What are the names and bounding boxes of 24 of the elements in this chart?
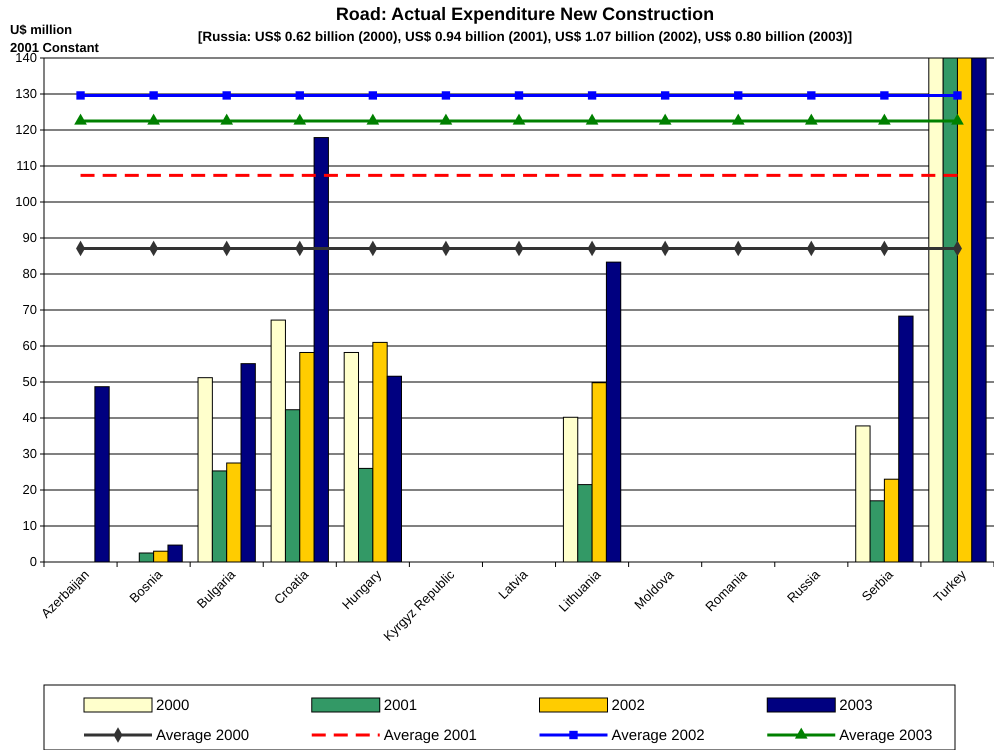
legend-label: Average 2001 <box>384 727 477 744</box>
y-tick-label: 0 <box>30 554 37 570</box>
y-tick-label: 110 <box>16 158 37 174</box>
y-tick-label: 40 <box>22 410 37 426</box>
y-tick-label: 120 <box>15 122 37 138</box>
legend-label: 2000 <box>156 697 190 714</box>
legend-label: 2003 <box>839 697 873 714</box>
legend-label: 2001 <box>384 697 418 714</box>
y-tick-label: 20 <box>22 482 37 498</box>
y-tick-label: 30 <box>22 446 37 462</box>
y-tick-label: 80 <box>22 266 37 282</box>
legend-label: Average 2003 <box>839 727 932 744</box>
y-tick-label: 100 <box>15 194 37 210</box>
chart-subtitle: [Russia: US$ 0.62 billion (2000), US$ 0.94 billion (2001), US$ 1.07 billion (2002), US$ 0.80 billion (2003)] <box>198 29 852 44</box>
legend-label: Average 2000 <box>156 727 250 744</box>
y-tick-label: 70 <box>22 302 37 318</box>
legend-label: 2002 <box>612 697 645 714</box>
y-tick-label: 10 <box>22 518 37 534</box>
y-tick-label: 60 <box>22 338 37 354</box>
legend-label: Average 2002 <box>612 727 705 744</box>
y-tick-label: 90 <box>22 230 37 246</box>
y-tick-label: 130 <box>15 86 37 102</box>
y-tick-label: 50 <box>22 374 37 390</box>
chart-title: Road: Actual Expenditure New Construction <box>336 4 714 24</box>
